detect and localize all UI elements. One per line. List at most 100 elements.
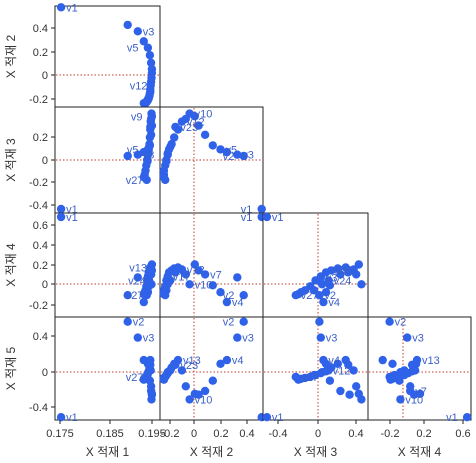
point-v5	[388, 359, 397, 368]
x-tick-label: 0.2	[213, 428, 228, 440]
point-label-v2: v2	[395, 317, 407, 329]
axis-labels: X 적재 1 X 적재 2 X 적재 3 X 적재 4 X 적재 2 X 적재 3 X 적재…	[4, 34, 442, 459]
y-tick-label: 0.4	[33, 331, 48, 343]
point-label-v2: v2	[133, 317, 145, 329]
point-v23	[171, 122, 180, 132]
point-v11	[181, 382, 190, 391]
point-v2	[385, 317, 394, 326]
x-tick-label: -0.4	[269, 428, 288, 440]
y-tick-label: -0.2	[29, 300, 48, 312]
cell-4-0: v1 v2 v3 v27	[54, 316, 161, 424]
point-v7	[200, 386, 210, 396]
point-label-v24: v24	[128, 275, 146, 287]
point-v9	[190, 389, 199, 398]
cell-frame	[54, 106, 161, 214]
point-label-v4: v4	[328, 355, 340, 367]
point-label-v3: v3	[143, 150, 155, 162]
point-v25	[144, 149, 153, 158]
cell-frame	[54, 5, 161, 108]
point-v9	[415, 389, 425, 398]
cell-frame	[367, 316, 472, 421]
point-v5	[216, 288, 225, 297]
point-v2	[123, 20, 132, 30]
point-v24	[144, 142, 154, 151]
point-label-v3: v3	[412, 333, 424, 345]
point-label-v2: v2	[223, 317, 235, 329]
point-v3	[133, 273, 142, 282]
y-axis-label-4: X 적재 4	[4, 243, 18, 287]
point-label-v17: v17	[173, 271, 191, 283]
point-v3	[233, 333, 242, 342]
y-axis-label-2: X 적재 2	[4, 34, 18, 78]
point-v23	[407, 360, 417, 369]
x-tick-label: 0.175	[46, 428, 74, 440]
y-tick-label: 0.4	[33, 23, 48, 35]
point-label-v3: v3	[242, 333, 254, 345]
point-v10	[396, 395, 405, 404]
point-v12	[349, 366, 358, 375]
point-v8	[194, 121, 203, 130]
point-v2	[123, 291, 132, 300]
point-label-v13: v13	[183, 355, 201, 367]
point-v4	[222, 147, 232, 157]
point-v26	[310, 286, 319, 295]
point-label-v27: v27	[126, 175, 144, 187]
point-v24	[166, 142, 175, 151]
point-v11	[406, 382, 415, 391]
point-v1	[56, 212, 66, 222]
point-label-v4: v4	[328, 297, 340, 309]
x-axis-label-1: X 적재 1	[86, 445, 130, 459]
point-v8	[345, 390, 354, 399]
x-tick-label: 0	[315, 428, 321, 440]
point-label-v3: v3	[326, 333, 338, 345]
point-label-v5: v5	[226, 144, 238, 156]
x-tick-label: 0.4	[348, 428, 363, 440]
point-v23	[171, 360, 180, 369]
point-v27	[385, 372, 394, 382]
x-tick-label: 0.4	[239, 428, 254, 440]
point-v3	[233, 150, 242, 159]
y-tick-label: -0.2	[29, 177, 48, 189]
y-tick-label: 0.2	[33, 47, 48, 59]
point-v9	[354, 260, 363, 269]
point-v3	[133, 333, 142, 342]
point-label-v27: v27	[301, 290, 319, 302]
point-v12	[177, 117, 187, 126]
point-v14	[170, 133, 179, 142]
point-v1	[262, 413, 272, 422]
point-label-v5: v5	[127, 144, 139, 156]
y-tick-label: -0.4	[29, 200, 48, 212]
point-label-v10: v10	[195, 279, 213, 291]
point-label-v10: v10	[195, 109, 213, 121]
y-tick-label: 0.6	[33, 220, 48, 232]
point-v24	[324, 276, 333, 285]
point-v2	[315, 317, 324, 326]
point-v27	[291, 372, 300, 382]
x-tick-label: -0.2	[161, 428, 180, 440]
cell-1-0: v1 v3 v5 v12	[54, 2, 161, 108]
x-tick-label: 0.185	[96, 428, 124, 440]
point-v4	[378, 355, 387, 365]
x-axis-label-4: X 적재 4	[398, 445, 442, 459]
point-v23	[344, 360, 353, 369]
point-label-v1: v1	[241, 212, 253, 224]
y-tick-label: 0	[42, 279, 48, 291]
point-label-v9: v9	[131, 111, 143, 123]
point-v6	[208, 281, 217, 290]
point-v4	[222, 297, 232, 307]
point-v7	[200, 130, 210, 139]
point-label-v10: v10	[405, 394, 423, 406]
point-v5	[143, 43, 153, 52]
point-label-v5: v5	[127, 43, 139, 55]
point-v27	[142, 175, 151, 185]
point-v4	[139, 297, 148, 307]
point-label-v1: v1	[241, 204, 253, 216]
point-v23	[171, 268, 180, 277]
point-v27	[142, 372, 151, 382]
point-v2	[239, 291, 248, 300]
point-label-v23: v23	[180, 122, 198, 134]
